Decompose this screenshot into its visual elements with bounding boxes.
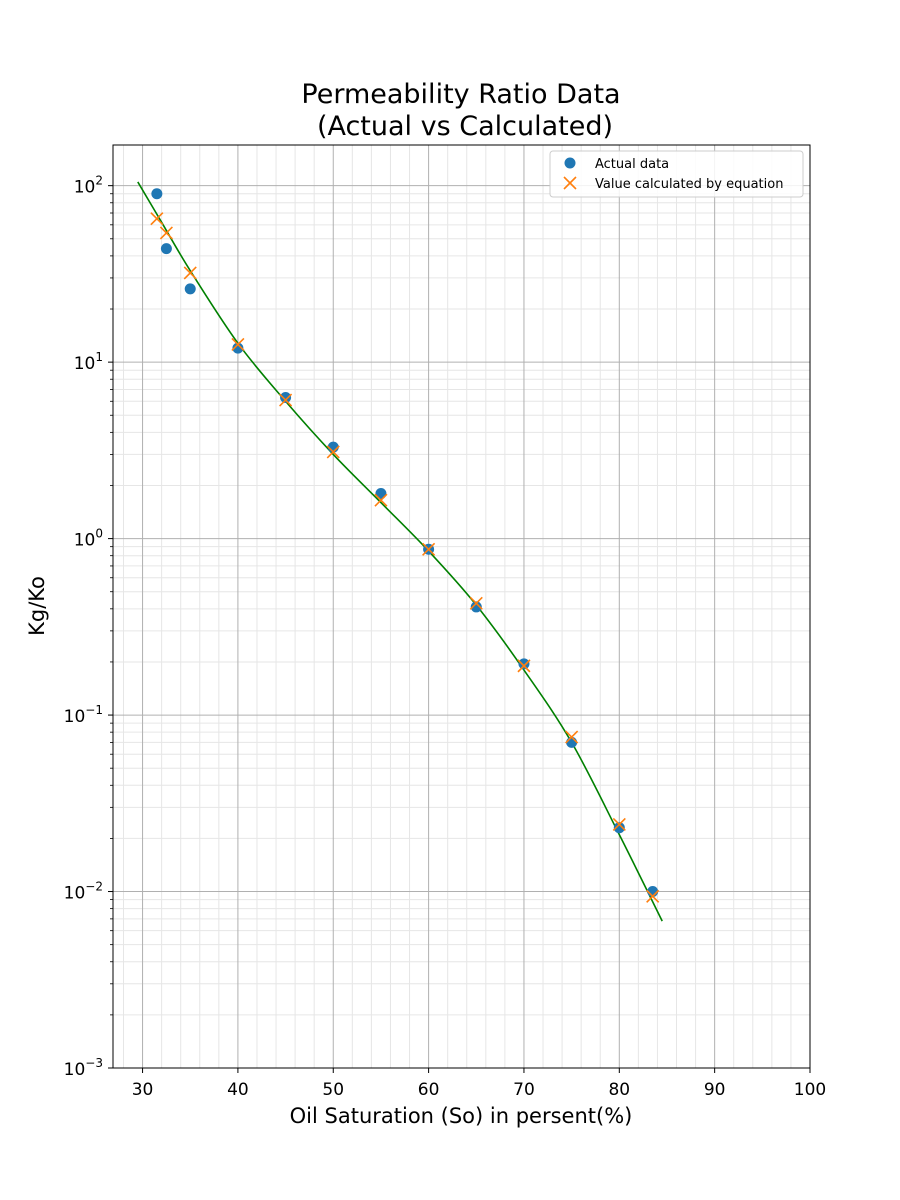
- calculated-value-point: [422, 542, 436, 556]
- chart-title-line-2: (Actual vs Calculated): [317, 111, 613, 142]
- actual-data-point: [613, 822, 625, 834]
- actual-data-point: [280, 392, 292, 404]
- legend: Actual data Value calculated by equation: [549, 150, 804, 198]
- calculated-value-stroke: [646, 889, 660, 903]
- calculated-value-point: [374, 493, 388, 507]
- legend-label-actual: Actual data: [595, 157, 669, 172]
- calculated-value-stroke: [612, 817, 626, 832]
- y-tick-label: 102: [74, 174, 103, 198]
- calculated-value-point: [183, 266, 197, 280]
- x-tick-label: 50: [322, 1080, 344, 1100]
- plot-frame: [112, 144, 811, 1069]
- minor-gridlines: [113, 145, 810, 1068]
- calculated-value-stroke: [231, 337, 245, 351]
- actual-data-point: [566, 736, 578, 748]
- legend-box: [549, 150, 804, 198]
- actual-data-point: [232, 342, 244, 354]
- legend-label-calculated: Value calculated by equation: [595, 177, 783, 192]
- y-tick-label: 10−2: [64, 880, 103, 904]
- calculated-value-stroke: [469, 596, 483, 610]
- chart-title-line-1: Permeability Ratio Data: [301, 79, 620, 110]
- x-tick-label: 40: [227, 1080, 249, 1100]
- calculated-value-point: [469, 596, 483, 610]
- legend-marker-calculated: [563, 176, 577, 190]
- x-tick-label: 30: [132, 1080, 154, 1100]
- calculated-value-stroke: [159, 226, 173, 240]
- calculated-value-stroke: [326, 445, 340, 459]
- fitted-curve-line: [137, 181, 663, 922]
- calculated-value-point: [326, 445, 340, 459]
- calculated-value-stroke: [374, 493, 388, 507]
- x-tick-label: 60: [418, 1080, 440, 1100]
- chart-title: Permeability Ratio Data (Actual vs Calcu…: [301, 79, 620, 142]
- actual-data-point: [518, 658, 530, 670]
- calculated-value-point: [646, 889, 660, 903]
- calculated-value-point: [612, 817, 626, 832]
- calculated-value-point: [279, 393, 293, 407]
- calculated-value-point: [517, 659, 531, 673]
- y-axis: 10−3 10−2 10−1 100 101 102: [64, 174, 113, 1080]
- legend-marker-actual: [564, 157, 576, 169]
- calculated-value-point: [159, 226, 173, 240]
- x-tick-label: 80: [608, 1080, 630, 1100]
- actual-data-point: [151, 188, 163, 200]
- x-tick-label: 70: [513, 1080, 535, 1100]
- major-gridlines: [113, 145, 811, 1069]
- calculated-value-point: [150, 212, 164, 226]
- x-tick-label: 100: [794, 1080, 826, 1100]
- y-tick-label: 100: [74, 527, 103, 551]
- actual-data-point: [160, 243, 172, 255]
- actual-data-point: [184, 283, 196, 295]
- calculated-value-point: [565, 730, 579, 744]
- actual-data-point: [470, 601, 482, 613]
- calculated-value-stroke: [150, 212, 164, 226]
- x-tick-label: 90: [704, 1080, 726, 1100]
- actual-data-point: [375, 488, 387, 500]
- y-tick-label: 10−3: [64, 1056, 103, 1080]
- y-axis-label: Kg/Ko: [25, 576, 49, 636]
- x-axis-label: Oil Saturation (So) in persent(%): [290, 1104, 633, 1128]
- calculated-value-point: [231, 337, 245, 351]
- y-tick-label: 10−1: [64, 703, 103, 727]
- y-tick-label: 101: [74, 350, 103, 374]
- calculated-value-stroke: [279, 393, 293, 407]
- calculated-value-stroke: [517, 659, 531, 673]
- plot-area: [137, 181, 663, 922]
- calculated-value-stroke: [422, 542, 436, 556]
- x-axis: 30 40 50 60 70 80 90 100: [132, 1068, 826, 1100]
- calculated-value-stroke: [565, 730, 579, 744]
- calculated-value-stroke: [183, 266, 197, 280]
